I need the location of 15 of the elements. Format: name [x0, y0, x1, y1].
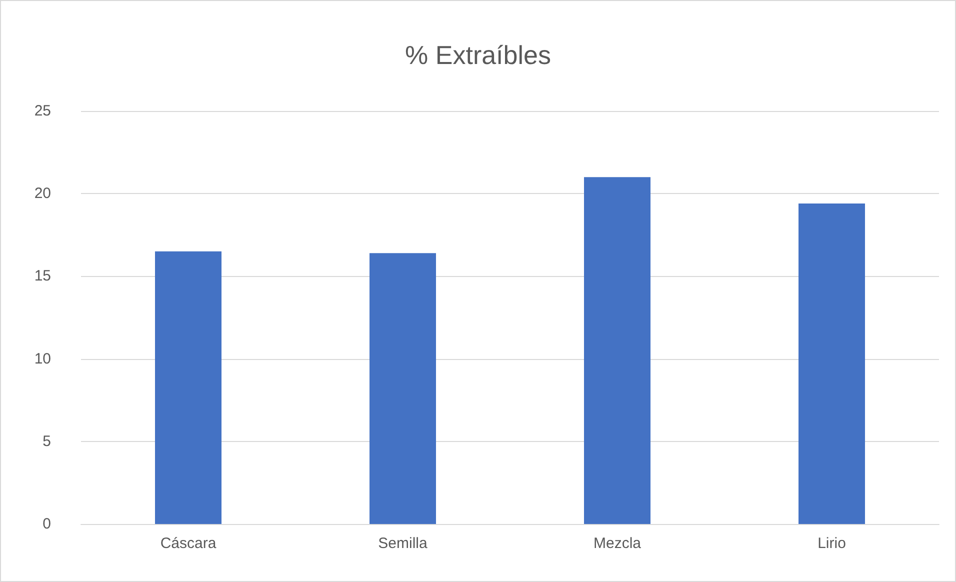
bar: [155, 251, 222, 524]
bar: [370, 253, 436, 524]
bar: [798, 204, 865, 524]
chart-title: % Extraíbles: [405, 40, 551, 70]
x-tick-label: Mezcla: [593, 535, 642, 552]
y-tick-label: 15: [34, 268, 51, 285]
x-tick-label: Semilla: [378, 535, 428, 552]
x-tick-label: Lirio: [818, 535, 846, 552]
y-tick-label: 10: [34, 350, 51, 368]
y-tick-label: 20: [34, 185, 51, 202]
x-tick-label: Cáscara: [160, 535, 217, 552]
y-tick-label: 0: [42, 516, 51, 532]
y-tick-label: 5: [42, 432, 51, 450]
bar: [584, 177, 650, 524]
y-tick-label: 25: [34, 102, 51, 120]
